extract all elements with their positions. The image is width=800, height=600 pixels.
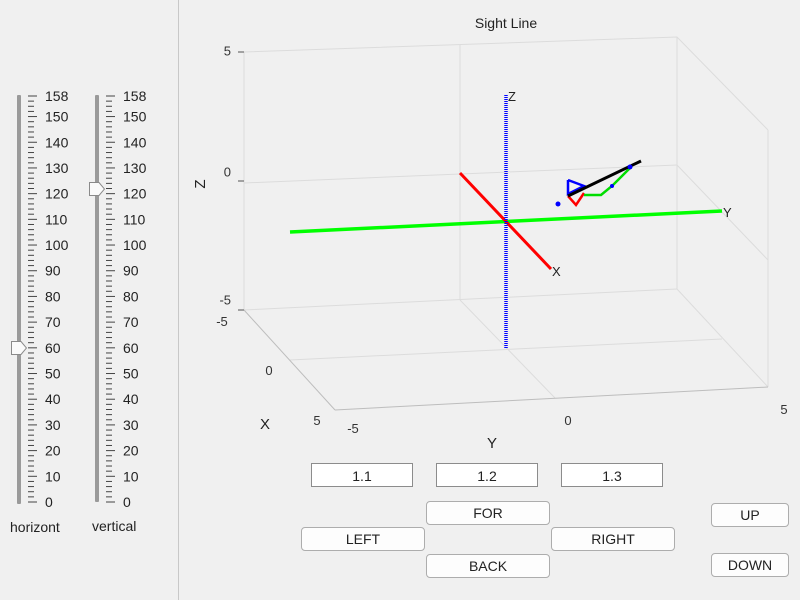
sight-green-segment [584,167,631,197]
scale-tick-label: 10 [123,468,139,484]
forward-button[interactable]: FOR [426,501,550,525]
scale-tick-label: 110 [123,211,146,227]
scale-tick-label: 60 [123,340,139,356]
scale-tick-label: 90 [123,263,139,279]
x-tick-label: 5 [313,413,320,428]
vertical-slider-thumb[interactable] [89,181,105,196]
z-axis-end-label: Z [508,89,516,104]
axis-ticks [238,51,244,311]
scale-tick-label: 140 [123,134,147,150]
right-button[interactable]: RIGHT [551,527,675,551]
grid-line [289,338,723,361]
scale-tick-label: 100 [45,237,69,253]
scale-tick-label: 20 [123,443,139,459]
horizont-slider-scale: 0 10 20 30 40 50 60 70 80 90 100 110 120 130 140 150 158 [28,88,69,510]
value-field-2[interactable]: 1.2 [436,463,538,487]
scale-tick-label: 0 [45,494,53,510]
grid-line [243,36,769,131]
scale-tick-label: 158 [123,88,147,104]
z-axis-title: Z [192,179,209,188]
slider-panel: 0 10 20 30 40 50 60 70 80 90 100 110 120 130 140 150 158… [0,0,179,600]
scale-tick-label: 60 [45,340,61,356]
x-tick-label: -5 [216,314,228,329]
left-button[interactable]: LEFT [301,527,425,551]
scale-tick-label: 150 [45,109,69,125]
down-button[interactable]: DOWN [711,553,789,577]
scale-tick-label: 100 [123,237,147,253]
scale-tick-label: 50 [123,366,139,382]
z-tick-label: 0 [224,164,231,179]
sight-blue-segment [566,178,588,197]
scale-tick-label: 130 [45,160,69,176]
sight-red-segment [567,192,586,208]
plot-title: Sight Line [475,15,537,31]
back-button[interactable]: BACK [426,554,550,578]
scale-tick-label: 130 [123,160,147,176]
sight-line-plot: Sight Line 5 0 -5 Z -5 0 5 X -5 0 5 Y Z … [192,15,788,452]
scale-tick-label: 0 [123,494,131,510]
horizont-slider-thumb[interactable] [11,340,27,355]
scale-tick-label: 120 [123,186,147,202]
y-tick-label: -5 [347,421,359,436]
y-axis-title: Y [487,435,497,452]
z-tick-label: -5 [219,292,231,307]
scale-tick-label: 158 [45,88,69,104]
scale-tick-label: 40 [123,391,139,407]
y-tick-label: 0 [564,413,571,428]
grid-line [676,164,769,261]
scale-tick-label: 30 [123,417,139,433]
vertical-caption: vertical [92,518,137,534]
scale-tick-label: 120 [45,186,69,202]
scale-tick-label: 70 [123,314,139,330]
scale-tick-label: 50 [45,366,61,382]
x-axis-end-label: X [552,264,561,279]
grid-line [676,288,769,388]
sight-figure [555,159,642,208]
scale-tick-label: 30 [45,417,61,433]
horizont-slider-track[interactable] [17,95,21,504]
scale-tick-label: 90 [45,263,61,279]
scale-tick-label: 70 [45,314,61,330]
z-tick-label: 5 [224,43,231,58]
scale-tick-label: 140 [45,134,69,150]
up-button[interactable]: UP [711,503,789,527]
vertical-slider-scale: 0 10 20 30 40 50 60 70 80 90 100 110 120 130 140 150 158 [106,88,147,510]
scale-tick-label: 10 [45,468,61,484]
main-panel: Sight Line 5 0 -5 Z -5 0 5 X -5 0 5 Y Z … [179,0,800,600]
y-axis-end-label: Y [723,205,732,220]
x-tick-label: 0 [265,363,272,378]
sight-point [627,164,633,170]
horizont-caption: horizont [10,519,60,535]
vertical-slider-track[interactable] [95,95,99,502]
grid-line [334,386,769,411]
scale-tick-label: 40 [45,391,61,407]
sight-point [555,201,561,207]
scale-tick-label: 20 [45,443,61,459]
value-field-3[interactable]: 1.3 [561,463,663,487]
scale-tick-label: 150 [123,109,147,125]
slider-scales: 0102030405060708090100110120130140150158… [28,88,147,510]
scale-tick-label: 80 [45,288,61,304]
grid-line [243,309,336,411]
value-field-1[interactable]: 1.1 [311,463,413,487]
scale-tick-label: 80 [123,288,139,304]
scale-tick-label: 110 [45,211,68,227]
x-axis-title: X [260,416,270,433]
sight-point [610,184,614,188]
y-tick-label: 5 [780,402,787,417]
